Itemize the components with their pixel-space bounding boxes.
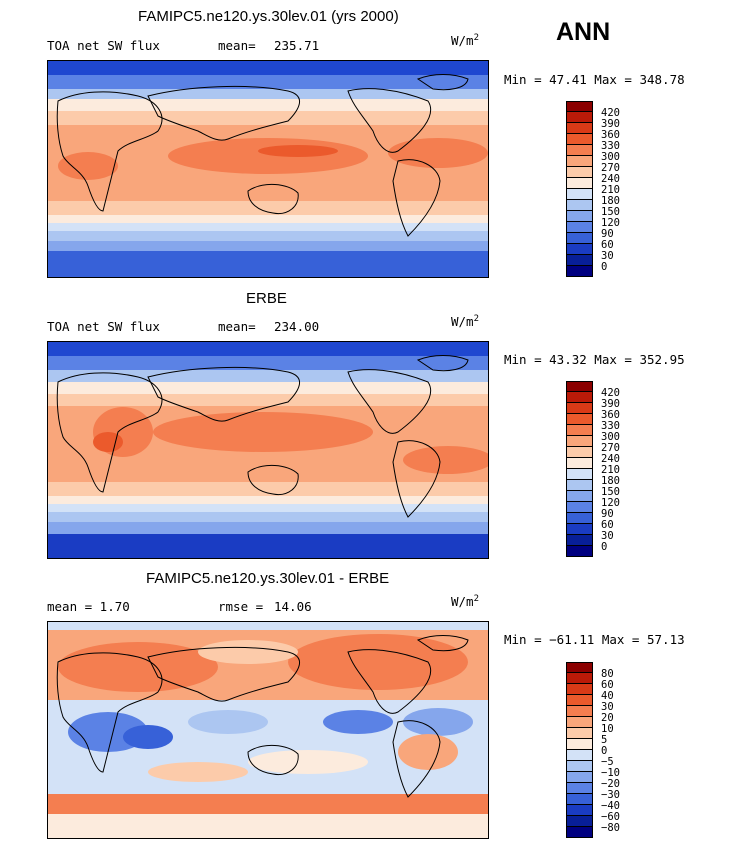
panel-3-tick: 80 xyxy=(601,668,614,680)
panel-3-mean-label: mean = 1.70 xyxy=(47,599,130,614)
panel-1-title: FAMIPC5.ne120.ys.30lev.01 (yrs 2000) xyxy=(138,8,399,25)
panel-2-tick: 120 xyxy=(601,497,620,509)
panel-2-units: W/m2 xyxy=(451,314,479,329)
panel-2-tick: 270 xyxy=(601,442,620,454)
panel-2-mean-label: mean= xyxy=(218,319,256,334)
panel-1-tick: 120 xyxy=(601,217,620,229)
panel-1-tick: 30 xyxy=(601,250,614,262)
panel-1-colorbar xyxy=(566,101,593,277)
panel-3-tick: −30 xyxy=(601,789,620,801)
panel-3-map xyxy=(47,621,489,839)
panel-3-tick: −20 xyxy=(601,778,620,790)
panel-3-tick: −40 xyxy=(601,800,620,812)
panel-3-tick: 30 xyxy=(601,701,614,713)
season-label: ANN xyxy=(556,18,611,46)
panel-2-mean-value: 234.00 xyxy=(274,319,320,334)
panel-3-tick: 40 xyxy=(601,690,614,702)
panel-1-tick: 210 xyxy=(601,184,620,196)
panel-1-tick: 150 xyxy=(601,206,620,218)
panel-3-tick: −5 xyxy=(601,756,614,768)
panel-1-mean-value: 235.71 xyxy=(274,38,320,53)
panel-3-tick: −80 xyxy=(601,822,620,834)
panel-3-title: FAMIPC5.ne120.ys.30lev.01 - ERBE xyxy=(146,570,390,587)
panel-1-tick: 0 xyxy=(601,261,608,273)
panel-1-tick: 180 xyxy=(601,195,620,207)
panel-1-tick: 300 xyxy=(601,151,620,163)
panel-2-tick: 0 xyxy=(601,541,608,553)
panel-1-tick: 60 xyxy=(601,239,614,251)
panel-3-colorbar xyxy=(566,662,593,838)
panel-3-tick: 10 xyxy=(601,723,614,735)
panel-1-tick: 420 xyxy=(601,107,620,119)
panel-3-rmse-label: rmse = xyxy=(218,599,264,614)
panel-2-title: ERBE xyxy=(246,290,287,307)
panel-1-tick: 240 xyxy=(601,173,620,185)
panel-1-mean-label: mean= xyxy=(218,38,256,53)
panel-1-minmax: Min = 47.41 Max = 348.78 xyxy=(504,72,685,87)
panel-3-tick: 5 xyxy=(601,734,608,746)
panel-2-tick: 420 xyxy=(601,387,620,399)
panel-2-map xyxy=(47,341,489,559)
panel-1-tick: 390 xyxy=(601,118,620,130)
panel-3-tick: −10 xyxy=(601,767,620,779)
panel-3-tick: −60 xyxy=(601,811,620,823)
panel-2-tick: 180 xyxy=(601,475,620,487)
panel-1-variable-label: TOA net SW flux xyxy=(47,38,160,53)
panel-3-tick: 60 xyxy=(601,679,614,691)
panel-1-tick: 360 xyxy=(601,129,620,141)
panel-2-colorbar xyxy=(566,381,593,557)
panel-2-minmax: Min = 43.32 Max = 352.95 xyxy=(504,352,685,367)
panel-1-units: W/m2 xyxy=(451,33,479,48)
panel-3-units: W/m2 xyxy=(451,594,479,609)
panel-2-tick: 390 xyxy=(601,398,620,410)
panel-2-tick: 330 xyxy=(601,420,620,432)
panel-2-tick: 300 xyxy=(601,431,620,443)
panel-3-tick: 0 xyxy=(601,745,608,757)
panel-2-tick: 150 xyxy=(601,486,620,498)
panel-2-tick: 90 xyxy=(601,508,614,520)
panel-1-tick: 270 xyxy=(601,162,620,174)
panel-3-minmax: Min = −61.11 Max = 57.13 xyxy=(504,632,685,647)
panel-1-tick: 90 xyxy=(601,228,614,240)
panel-2-variable-label: TOA net SW flux xyxy=(47,319,160,334)
panel-2-tick: 240 xyxy=(601,453,620,465)
panel-2-tick: 360 xyxy=(601,409,620,421)
panel-1-tick: 330 xyxy=(601,140,620,152)
panel-3-tick: 20 xyxy=(601,712,614,724)
panel-3-rmse-value: 14.06 xyxy=(274,599,312,614)
panel-2-tick: 210 xyxy=(601,464,620,476)
panel-1-map xyxy=(47,60,489,278)
panel-2-tick: 60 xyxy=(601,519,614,531)
panel-2-tick: 30 xyxy=(601,530,614,542)
